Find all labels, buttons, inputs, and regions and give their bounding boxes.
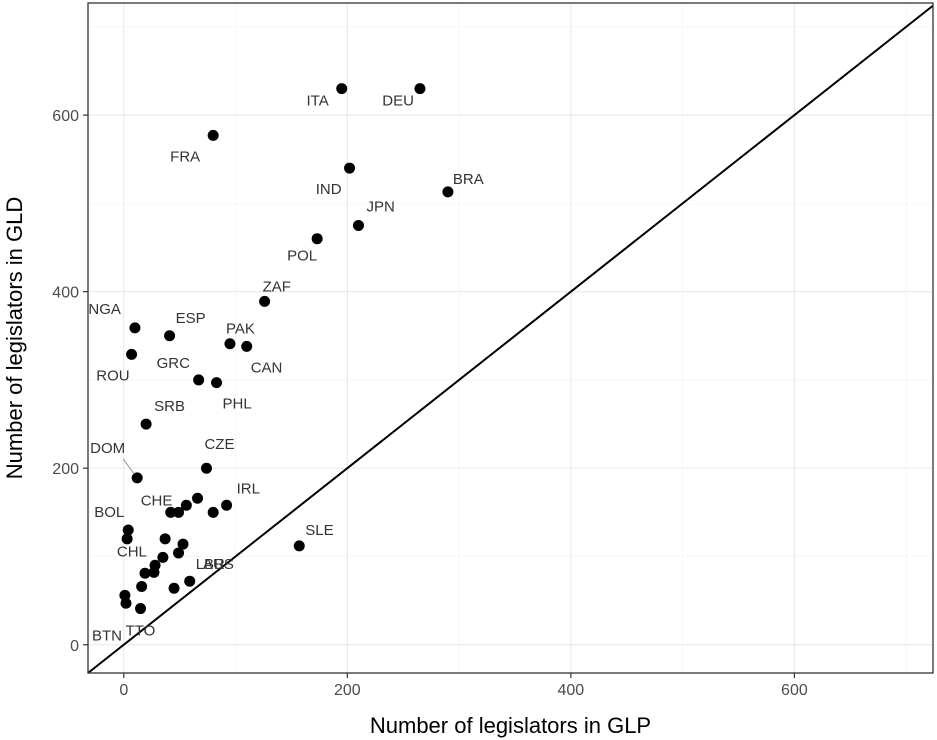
y-tick-label: 200	[52, 461, 79, 478]
point-label: DOM	[90, 440, 125, 457]
point-label: ITA	[306, 93, 328, 110]
point-label: SLE	[305, 522, 333, 539]
point-label: TTO	[126, 623, 156, 640]
data-point	[221, 499, 233, 511]
x-tick-label: 200	[334, 682, 361, 699]
data-point	[148, 566, 160, 578]
grid-major	[88, 3, 933, 673]
data-point	[241, 340, 253, 352]
data-point	[173, 547, 185, 559]
point-label: AUS	[203, 556, 234, 573]
point-label: ESP	[176, 310, 206, 327]
point-label: DEU	[382, 93, 414, 110]
data-point	[121, 533, 133, 545]
y-tick-label: 600	[52, 108, 79, 125]
data-point	[414, 83, 426, 95]
point-label: IND	[316, 181, 342, 198]
point-label: PHL	[223, 396, 252, 413]
data-point	[139, 567, 151, 579]
data-point	[131, 472, 143, 484]
point-label: FRA	[170, 148, 200, 165]
data-point	[259, 295, 271, 307]
data-point	[135, 603, 147, 615]
data-point	[200, 462, 212, 474]
y-tick-label: 0	[70, 638, 79, 655]
label-leaders	[122, 458, 135, 475]
data-point	[311, 233, 323, 245]
point-label: LBR	[196, 556, 225, 573]
point-label: CAN	[251, 359, 283, 376]
x-tick-label: 600	[781, 682, 808, 699]
panel-border	[87, 2, 934, 674]
data-point	[168, 582, 180, 594]
x-tick-label: 400	[558, 682, 585, 699]
data-point	[122, 524, 134, 536]
data-point	[180, 499, 192, 511]
x-axis-title: Number of legislators in GLP	[370, 713, 651, 738]
data-point	[173, 506, 185, 518]
data-point	[140, 418, 152, 430]
data-point	[136, 580, 148, 592]
point-label: ZAF	[263, 278, 291, 295]
point-label: BRA	[453, 171, 484, 188]
point-labels: DEU ITA FRA IND BRA JPN POL ZAF NGA ESP PAK CAN ROU G…	[88, 93, 483, 645]
data-point	[193, 374, 205, 386]
label-leader-line	[122, 458, 135, 475]
data-point	[120, 597, 132, 609]
x-axis: 0 200 400 600	[119, 673, 808, 699]
data-point	[192, 492, 204, 504]
data-point	[293, 540, 305, 552]
data-point	[129, 322, 141, 334]
data-point	[207, 506, 219, 518]
point-label: IRL	[237, 480, 260, 497]
data-point	[352, 219, 364, 231]
point-label: GRC	[157, 355, 191, 372]
point-label: SRB	[154, 398, 185, 415]
data-point	[159, 533, 171, 545]
data-point	[207, 129, 219, 141]
point-label: NGA	[88, 301, 121, 318]
data-point	[442, 186, 454, 198]
point-label: BOL	[94, 504, 124, 521]
y-axis: 0 200 400 600	[52, 108, 88, 655]
data-point	[165, 506, 177, 518]
y-axis-title: Number of legislators in GLD	[2, 197, 27, 479]
point-label: ROU	[96, 367, 129, 384]
y-tick-label: 400	[52, 285, 79, 302]
x-tick-label: 0	[119, 682, 128, 699]
data-point	[177, 538, 189, 550]
point-label: CHE	[141, 492, 173, 509]
point-label: PAK	[226, 321, 255, 338]
data-point	[344, 162, 356, 174]
reference-line-y-equals-x	[87, 4, 934, 674]
data-points	[119, 83, 454, 615]
data-point	[184, 575, 196, 587]
data-point	[211, 377, 223, 389]
data-point	[224, 338, 236, 350]
data-point	[336, 83, 348, 95]
data-point	[157, 551, 169, 563]
point-label: POL	[287, 248, 317, 265]
point-label: JPN	[366, 198, 394, 215]
data-point	[164, 330, 176, 342]
data-point	[126, 348, 138, 360]
point-label: CHL	[117, 543, 147, 560]
point-label: BTN	[92, 627, 122, 644]
point-label: CZE	[204, 436, 234, 453]
